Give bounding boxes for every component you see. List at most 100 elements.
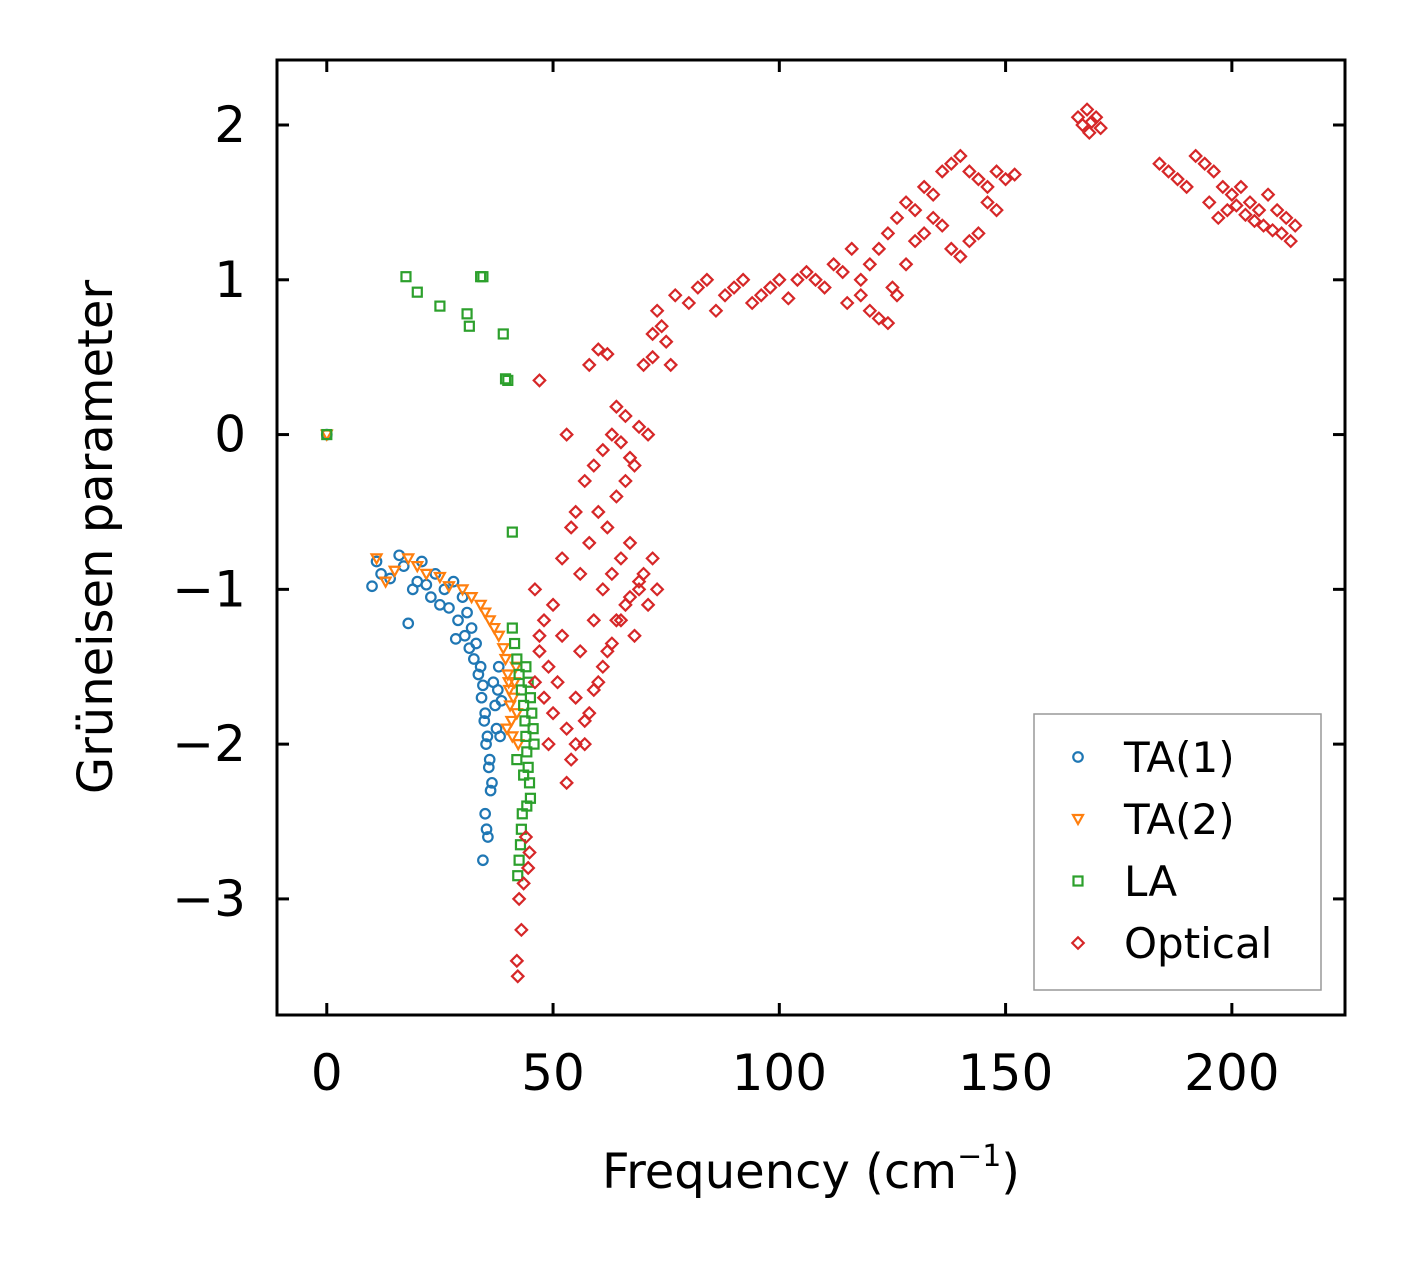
data-point [473,599,488,613]
data-point [541,659,556,675]
data-point [509,953,525,969]
axis-ticks [277,60,1345,1015]
data-point [499,373,512,385]
data-point [586,613,602,628]
data-point [726,280,742,295]
data-point [631,582,647,597]
data-point [526,707,538,719]
data-point [500,723,514,736]
data-point [523,777,536,789]
data-point [581,535,597,551]
data-point [1265,222,1280,238]
data-point [482,761,495,774]
data-point [595,442,611,458]
data-point [515,684,527,696]
data-point [898,257,914,272]
data-point [871,241,887,257]
data-point [468,653,480,665]
data-point [1238,207,1253,223]
data-point [1229,198,1244,213]
data-point [518,699,530,712]
data-point [500,669,515,682]
data-point [717,287,733,303]
data-point [1242,195,1258,210]
data-point [474,660,487,673]
data-point [511,754,523,766]
data-point [554,628,570,644]
data-point [604,566,620,582]
data-point [510,968,526,984]
data-point [470,637,482,650]
data-point [387,565,402,579]
data-point [434,300,446,312]
data-point [790,272,805,288]
data-point [472,668,485,681]
data-point [452,614,464,627]
data-point [532,643,547,659]
data-point [1084,114,1099,130]
legend-marker-ta-1- [1072,751,1084,763]
data-point [907,202,923,218]
data-point [501,677,516,690]
data-point [458,629,471,642]
data-point [699,272,715,288]
data-point [369,553,384,566]
data-point [486,776,498,789]
data-point [640,597,656,613]
x-tick-label: 0 [311,1044,343,1102]
axes-frame [275,58,1347,1017]
data-point [496,643,511,656]
data-point [971,171,986,187]
data-point [519,715,531,727]
data-point [479,807,492,820]
data-point [480,823,493,836]
data-point [464,591,479,605]
data-point [513,854,525,866]
data-point [1215,179,1231,195]
data-point [862,303,878,319]
data-point [916,179,932,195]
data-point [649,582,665,597]
data-point [455,584,470,597]
data-point [514,922,529,938]
data-point [907,233,923,249]
x-axis-label: Frequency (cm−1) [602,1139,1020,1200]
y-axis-label: Grüneisen parameter [68,280,124,795]
y-tick-label: 2 [214,96,246,154]
data-point [636,357,651,373]
data-point [520,860,536,876]
data-point [622,589,638,605]
data-point [503,700,517,713]
data-point [645,326,660,342]
data-point [600,346,615,362]
data-point [477,854,489,867]
data-point [1278,210,1294,226]
data-point [443,602,455,614]
data-point [808,272,823,288]
data-point [401,553,416,566]
data-point [943,241,959,257]
data-point [492,660,505,673]
data-point [568,690,583,706]
data-point [463,320,475,332]
data-point [1233,179,1249,195]
data-point [1220,202,1235,218]
data-point [478,607,493,620]
data-point [559,775,574,791]
data-point [826,257,841,272]
data-point [400,271,412,283]
data-point [577,713,593,729]
data-point [649,303,665,319]
data-point [609,613,624,628]
data-point [528,738,540,750]
data-point [559,427,574,442]
x-tick-label: 200 [1184,1044,1279,1102]
data-point [1224,187,1240,202]
data-point [604,636,620,651]
data-point [690,280,706,295]
data-point [1247,213,1262,229]
data-point [497,328,509,340]
data-point [1287,218,1303,233]
data-point [1079,102,1095,117]
data-point [461,606,473,619]
